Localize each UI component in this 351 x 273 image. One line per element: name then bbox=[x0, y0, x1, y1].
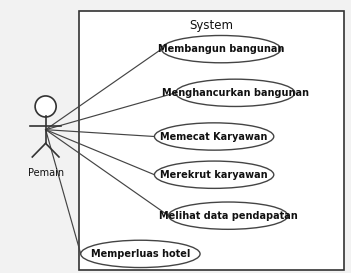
Ellipse shape bbox=[35, 96, 56, 117]
Text: Melihat data pendapatan: Melihat data pendapatan bbox=[159, 211, 298, 221]
Text: Memperluas hotel: Memperluas hotel bbox=[91, 249, 190, 259]
Ellipse shape bbox=[168, 202, 288, 229]
Text: System: System bbox=[190, 19, 233, 32]
Text: Memecat Karyawan: Memecat Karyawan bbox=[160, 132, 268, 141]
Ellipse shape bbox=[161, 35, 281, 63]
Text: Membangun bangunan: Membangun bangunan bbox=[158, 44, 284, 54]
Text: Menghancurkan bangunan: Menghancurkan bangunan bbox=[162, 88, 309, 98]
Ellipse shape bbox=[154, 161, 274, 188]
Text: Pemain: Pemain bbox=[28, 168, 64, 178]
Text: Merekrut karyawan: Merekrut karyawan bbox=[160, 170, 268, 180]
Ellipse shape bbox=[81, 240, 200, 268]
Ellipse shape bbox=[154, 123, 274, 150]
Ellipse shape bbox=[176, 79, 295, 106]
Bar bbox=[79, 11, 344, 270]
